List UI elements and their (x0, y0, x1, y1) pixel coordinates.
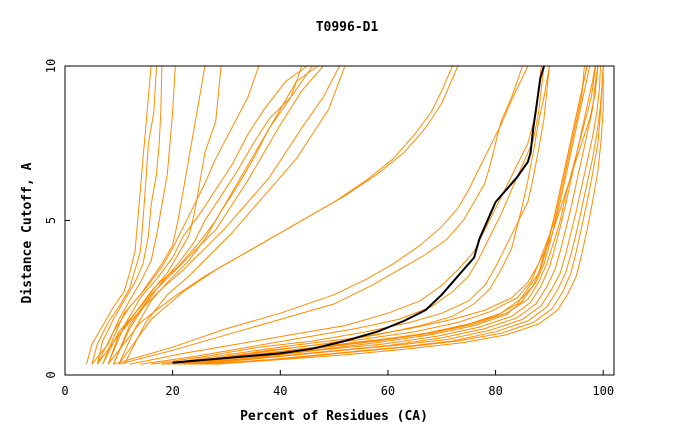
model-series-line-14 (123, 65, 346, 365)
model-series-line-3 (96, 65, 163, 365)
x-tick-label: 0 (61, 384, 68, 398)
model-series-line-17 (118, 65, 523, 365)
model-series-line-9 (107, 65, 308, 365)
series-layer (86, 65, 604, 365)
x-axis-label: Percent of Residues (CA) (240, 409, 428, 424)
model-series-line-4 (91, 65, 176, 365)
model-series-line-19 (129, 65, 542, 365)
y-axis-ticks: 0 5 10 (44, 59, 70, 379)
model-series-line-10 (118, 65, 314, 365)
model-series-line-22 (151, 65, 550, 365)
model-series-line-32 (210, 65, 604, 365)
x-tick-label: 80 (488, 384, 502, 398)
model-series-line-6 (107, 65, 222, 365)
x-tick-label: 20 (165, 384, 179, 398)
x-axis-ticks: 0 20 40 60 80 100 (61, 370, 614, 398)
x-tick-label: 60 (381, 384, 395, 398)
x-tick-label: 40 (273, 384, 287, 398)
model-series-line-7 (96, 65, 260, 365)
y-tick-label: 0 (44, 371, 58, 378)
model-series-line-33 (161, 65, 599, 365)
model-series-line-20 (140, 65, 545, 365)
model-series-line-23 (172, 65, 588, 365)
model-series-line-1 (86, 65, 152, 365)
model-series-line-12 (112, 65, 324, 365)
y-axis-label: Distance Cutoff, A (20, 162, 35, 303)
model-series-line-13 (96, 65, 340, 365)
y-tick-label: 5 (44, 217, 58, 224)
model-series-line-16 (107, 65, 453, 365)
model-series-line-25 (177, 65, 591, 365)
model-series-line-29 (199, 65, 601, 365)
chart-title: T0996-D1 (316, 20, 379, 35)
model-series-line-5 (102, 65, 206, 365)
model-series-line-28 (194, 65, 599, 365)
model-series-line-24 (183, 65, 588, 365)
highlight-series-line (172, 65, 545, 364)
model-series-line-27 (167, 65, 585, 365)
model-series-line-11 (102, 65, 319, 365)
model-series-line-2 (91, 65, 157, 365)
model-series-line-18 (113, 65, 529, 365)
model-series-line-34 (215, 66, 604, 365)
y-tick-label: 10 (44, 59, 58, 73)
x-tick-label: 100 (592, 384, 614, 398)
model-series-line-31 (204, 65, 604, 365)
model-series-line-26 (188, 65, 596, 365)
model-series-line-30 (183, 65, 597, 365)
model-series-line-8 (112, 65, 303, 365)
highlight-layer (172, 65, 545, 364)
